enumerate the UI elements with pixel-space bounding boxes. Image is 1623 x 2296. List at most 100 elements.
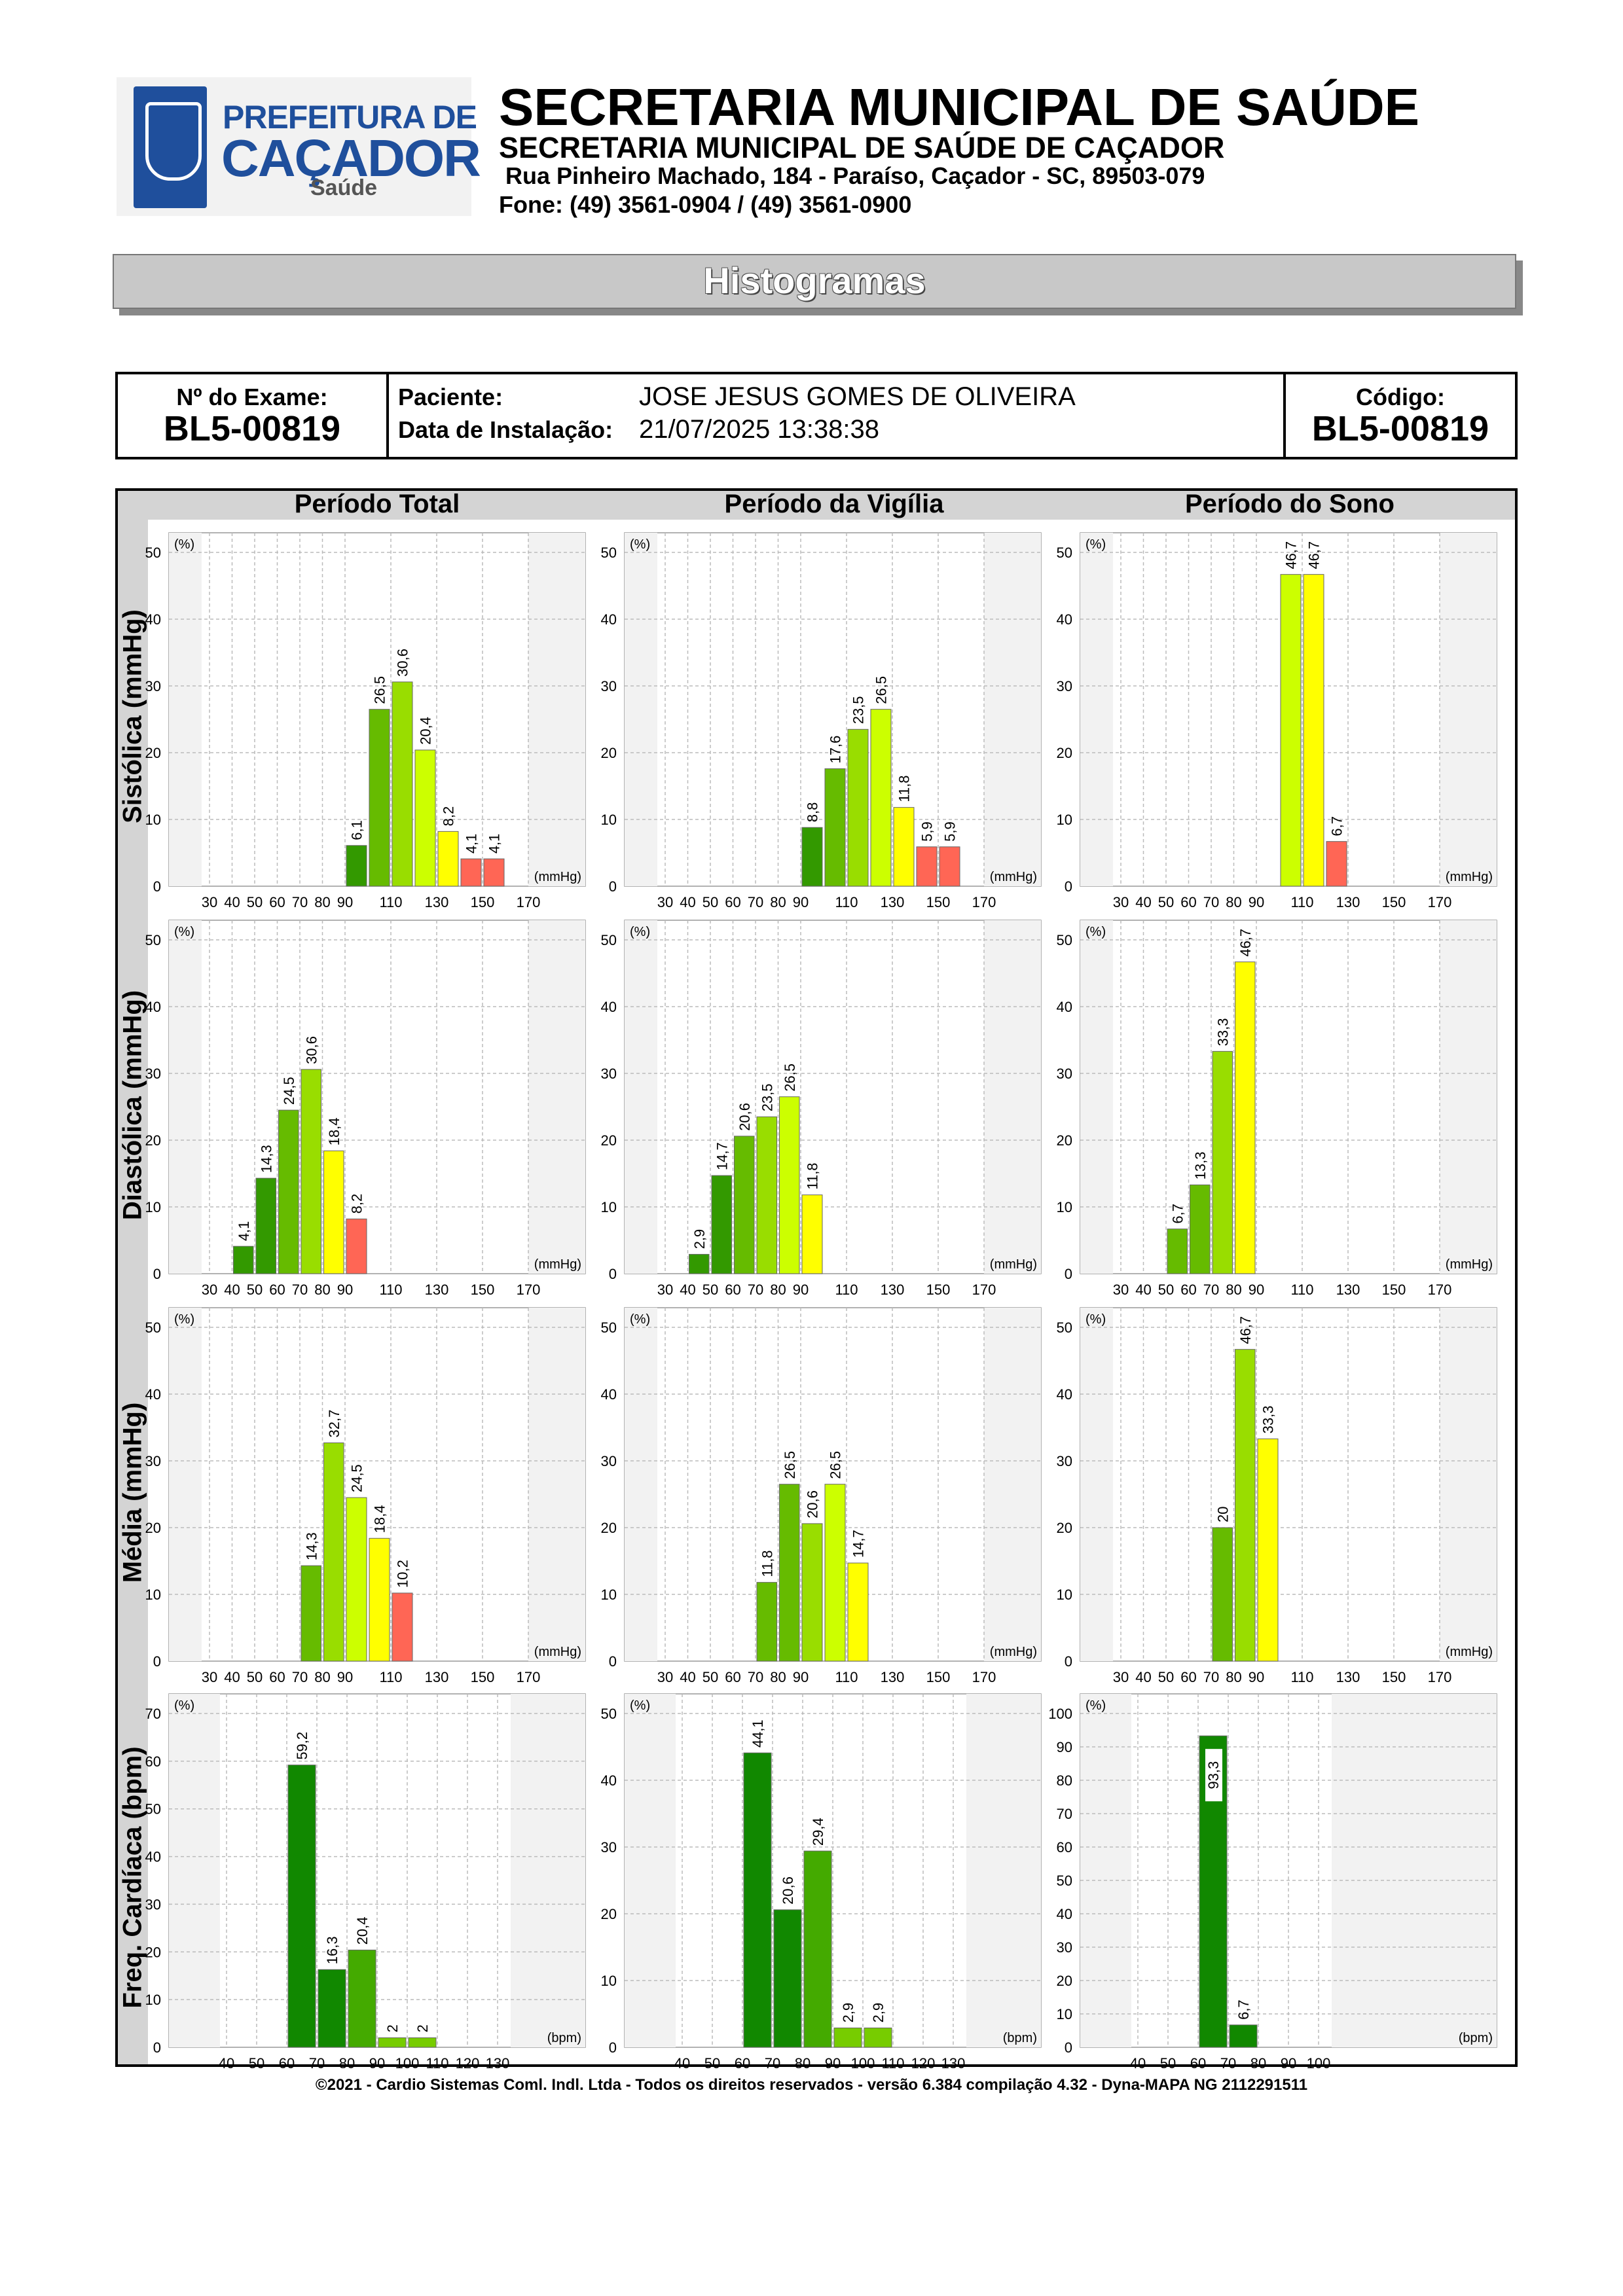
x-tick-label: 100	[851, 2055, 875, 2072]
bar-value-text: 29,4	[810, 1818, 826, 1846]
histogram-bar	[1212, 1527, 1233, 1662]
x-tick-label: 80	[314, 1282, 330, 1298]
x-tick-label: 170	[517, 894, 541, 910]
x-tick-label: 70	[748, 1282, 763, 1298]
y-tick-label: 40	[1057, 1906, 1072, 1922]
bar-value-label: 2,9	[691, 1229, 708, 1249]
y-tick-label: 10	[1057, 1587, 1072, 1603]
x-tick-label: 70	[748, 894, 763, 910]
bar-value-label: 29,4	[810, 1818, 826, 1846]
bar-value-text: 20,6	[805, 1490, 821, 1518]
y-tick-label: 50	[145, 1319, 161, 1336]
histogram-bar	[1212, 1050, 1233, 1274]
histogram-bar	[939, 846, 960, 887]
histogram-bar	[779, 1096, 800, 1274]
y-tick-label: 30	[601, 1453, 617, 1469]
x-tick-label: 150	[926, 894, 951, 910]
x-tick-label: 40	[680, 1669, 695, 1685]
x-tick-label: 110	[1290, 894, 1313, 910]
banner-title: Histogramas	[703, 260, 926, 301]
y-tick-label: 30	[1057, 1453, 1072, 1469]
x-axis-label: (mmHg)	[990, 1645, 1037, 1659]
x-tick-label: 70	[292, 1669, 308, 1685]
y-tick-label: 50	[1057, 545, 1072, 561]
bar-value-label: 4,1	[486, 834, 503, 854]
bar-value-label: 26,5	[782, 1451, 798, 1479]
y-tick-label: 30	[145, 678, 161, 694]
histogram-bar	[1257, 1438, 1279, 1662]
bar-value-text: 4,1	[464, 834, 480, 854]
x-tick-label: 70	[1220, 2055, 1236, 2072]
x-tick-label: 50	[1160, 2055, 1176, 2072]
x-tick-label: 80	[770, 1669, 786, 1685]
y-tick-label: 50	[145, 545, 161, 561]
code-label: Código:	[1356, 384, 1445, 410]
x-tick-label: 40	[1135, 894, 1151, 910]
x-tick-label: 150	[926, 1282, 951, 1298]
bar-value-text: 2,9	[840, 2003, 856, 2023]
histogram-chart: 0 10 20 30 40 50 30 40 50 60 70 80 90 110 130 150 170 (%)…	[145, 532, 586, 910]
histogram-chart: 0 10 20 30 40 50 60 70 40 50 60 70 80 90 100 110 120 130 (…	[145, 1693, 586, 2072]
bar-value-text: 26,5	[372, 676, 388, 704]
bar-value-label: 30,6	[303, 1036, 319, 1064]
shaded-band	[625, 1308, 657, 1661]
histogram-bar	[801, 1194, 823, 1274]
x-tick-label: 40	[224, 894, 240, 910]
x-tick-label: 40	[1135, 1282, 1151, 1298]
bar-value-text: 8,2	[441, 806, 457, 827]
bar-value-label: 4,1	[236, 1221, 252, 1242]
y-tick-label: 40	[601, 1772, 617, 1789]
bar-value-text: 6,7	[1169, 1204, 1186, 1224]
y-axis-label: (%)	[174, 1698, 194, 1713]
x-tick-label: 50	[702, 894, 718, 910]
y-tick-label: 10	[1057, 2006, 1072, 2022]
x-axis-label: (mmHg)	[534, 1645, 581, 1659]
x-tick-label: 70	[1203, 1282, 1219, 1298]
x-tick-label: 80	[1250, 2055, 1266, 2072]
y-tick-label: 0	[1065, 2039, 1072, 2056]
bar-value-text: 24,5	[281, 1077, 297, 1105]
bar-value-label: 24,5	[281, 1077, 297, 1105]
bar-value-label: 20	[1214, 1507, 1231, 1522]
x-tick-label: 170	[972, 1669, 996, 1685]
histogram-chart: 0 10 20 30 40 50 30 40 50 60 70 80 90 110 130 150 170 (%)…	[601, 920, 1042, 1298]
y-tick-label: 0	[153, 1653, 161, 1670]
histogram-bar	[460, 858, 482, 887]
y-tick-label: 40	[1057, 999, 1072, 1015]
x-tick-label: 50	[702, 1282, 718, 1298]
row-title-mean: Média (mmHg)	[118, 1402, 147, 1583]
histogram-chart: 0 10 20 30 40 50 60 70 80 90 100 40 50 60 70 80 90 100 (%)…	[1048, 1693, 1497, 2072]
histogram-chart: 0 10 20 30 40 50 30 40 50 60 70 80 90 110 130 150 170 (%)…	[145, 920, 586, 1298]
y-tick-label: 40	[145, 1386, 161, 1403]
bar-value-text: 23,5	[850, 696, 867, 724]
y-tick-label: 50	[601, 1706, 617, 1722]
histogram-bar	[801, 1523, 823, 1662]
histogram-bar	[824, 1484, 846, 1662]
bar-value-text: 24,5	[349, 1464, 365, 1492]
bar-value-label: 13,3	[1192, 1152, 1209, 1180]
column-title-sleep: Período do Sono	[1185, 490, 1395, 518]
histogram-chart: 0 10 20 30 40 50 30 40 50 60 70 80 90 110 130 150 170 (%)…	[1057, 532, 1497, 910]
x-axis-label: (mmHg)	[534, 870, 581, 884]
histogram-bar	[437, 831, 459, 887]
bar-value-label: 2	[384, 2024, 401, 2032]
histogram-bar	[803, 1850, 832, 2048]
x-tick-label: 120	[456, 2055, 480, 2072]
bar-value-label: 20,6	[737, 1103, 753, 1131]
y-tick-label: 10	[601, 1587, 617, 1603]
y-tick-label: 100	[1048, 1706, 1072, 1722]
x-tick-label: 70	[748, 1669, 763, 1685]
x-tick-label: 130	[881, 894, 905, 910]
y-tick-label: 30	[145, 1066, 161, 1082]
x-tick-label: 130	[486, 2055, 510, 2072]
bar-value-label: 14,3	[258, 1145, 274, 1173]
y-tick-label: 20	[145, 745, 161, 761]
bar-value-text: 17,6	[828, 736, 844, 764]
y-axis-label: (%)	[630, 1698, 650, 1713]
bar-value-label: 46,7	[1237, 1316, 1254, 1344]
bar-value-text: 5,9	[942, 821, 958, 842]
page-title: SECRETARIA MUNICIPAL DE SAÚDE	[499, 78, 1420, 136]
bar-value-label: 2,9	[870, 2003, 886, 2023]
histogram-bar	[323, 1150, 344, 1274]
x-tick-label: 40	[674, 2055, 690, 2072]
